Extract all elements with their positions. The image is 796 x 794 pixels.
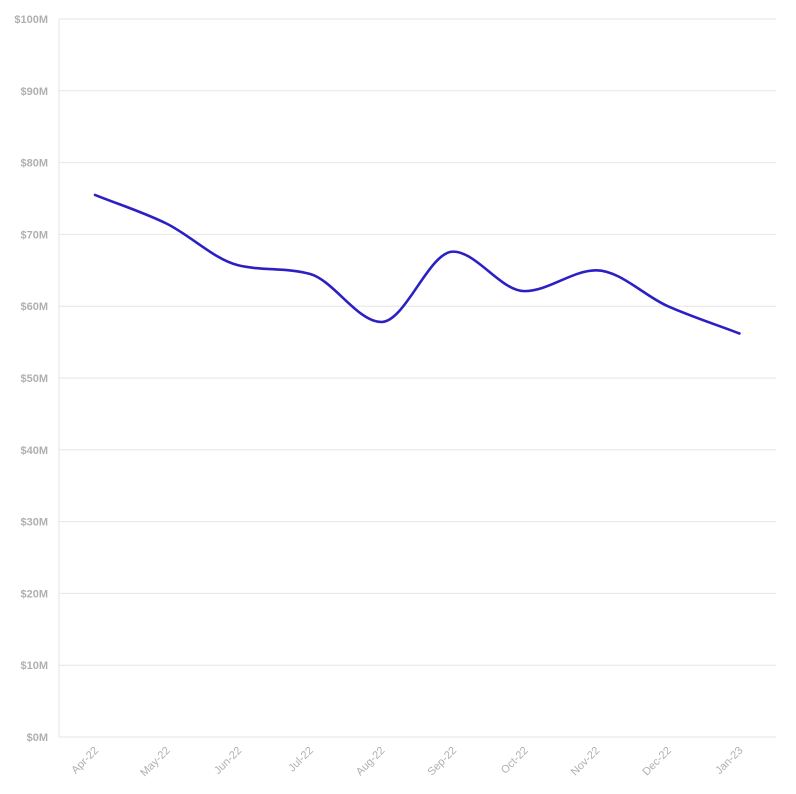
y-axis-tick-labels: $0M $10M $20M $30M $40M $50M $60M $70M $80M $90M $…	[14, 14, 48, 744]
y-tick-label: $20M	[20, 588, 48, 600]
x-tick-label: Jul-22	[286, 745, 316, 775]
y-tick-label: $100M	[14, 14, 48, 26]
y-tick-label: $50M	[20, 373, 48, 385]
x-tick-label: Oct-22	[499, 745, 531, 777]
x-axis-tick-labels: Apr-22 May-22 Jun-22 Jul-22 Aug-22 Sep-22 Oct-…	[69, 745, 745, 779]
y-tick-label: $10M	[20, 660, 48, 672]
y-tick-label: $90M	[20, 86, 48, 98]
y-tick-label: $30M	[20, 517, 48, 529]
grid-lines	[59, 18, 776, 738]
x-tick-label: Nov-22	[569, 745, 603, 779]
y-tick-label: $80M	[20, 158, 48, 170]
x-tick-label: Jan-23	[713, 745, 745, 777]
x-tick-label: Sep-22	[426, 745, 460, 779]
series-line	[93, 193, 741, 335]
x-tick-label: Aug-22	[354, 745, 388, 779]
y-tick-label: $40M	[20, 445, 48, 457]
x-tick-label: Dec-22	[640, 745, 674, 779]
x-tick-label: Jun-22	[212, 745, 244, 777]
y-tick-label: $70M	[20, 229, 48, 241]
y-tick-label: $0M	[27, 732, 48, 744]
x-tick-label: May-22	[138, 745, 172, 779]
y-tick-label: $60M	[20, 301, 48, 313]
series-lines	[93, 193, 741, 335]
x-tick-label: Apr-22	[69, 745, 101, 777]
